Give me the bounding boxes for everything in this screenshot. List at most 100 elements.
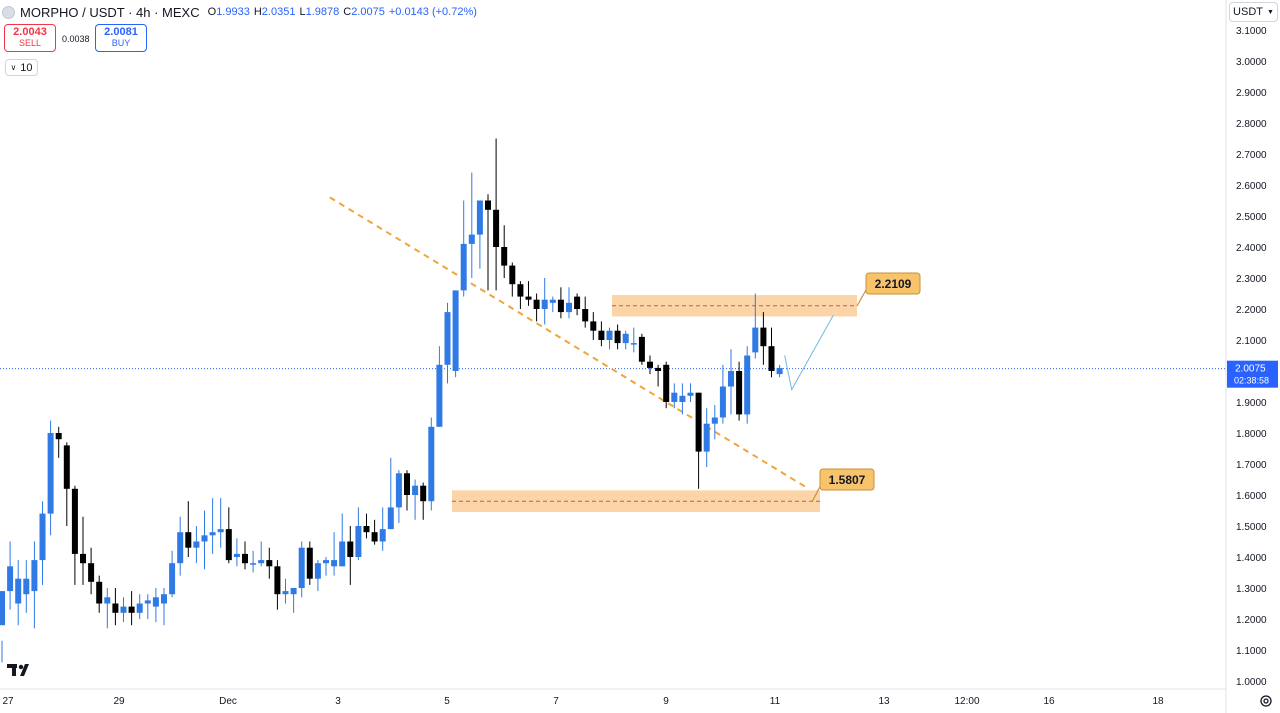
candle[interactable]	[242, 541, 248, 570]
candle[interactable]	[776, 364, 783, 378]
candle[interactable]	[363, 513, 370, 539]
candle[interactable]	[323, 557, 329, 576]
candle[interactable]	[501, 225, 508, 278]
candle[interactable]	[136, 594, 143, 619]
candle[interactable]	[428, 417, 435, 511]
sell-button[interactable]: 2.0043 SELL	[4, 24, 56, 52]
candle[interactable]	[71, 485, 78, 585]
candle[interactable]	[582, 296, 589, 328]
candle[interactable]	[177, 516, 184, 576]
candle[interactable]	[15, 560, 22, 626]
candle[interactable]	[55, 426, 62, 458]
candle[interactable]	[225, 507, 232, 564]
candle[interactable]	[752, 293, 759, 359]
candle[interactable]	[509, 262, 516, 297]
candle[interactable]	[476, 200, 483, 269]
candle[interactable]	[736, 361, 743, 421]
candle[interactable]	[420, 482, 427, 520]
candle[interactable]	[574, 293, 581, 316]
candle[interactable]	[638, 333, 645, 365]
candle[interactable]	[169, 550, 176, 598]
candle[interactable]	[96, 575, 103, 613]
candle[interactable]	[7, 541, 14, 610]
currency-selector[interactable]: USDT ▼	[1229, 2, 1278, 22]
candle[interactable]	[152, 588, 159, 623]
candle[interactable]	[557, 287, 564, 319]
candle[interactable]	[314, 560, 321, 592]
candle[interactable]	[331, 532, 338, 576]
candle[interactable]	[355, 507, 362, 561]
candle[interactable]	[298, 541, 305, 598]
candle[interactable]	[266, 547, 273, 579]
candle[interactable]	[250, 550, 257, 573]
candle[interactable]	[274, 560, 281, 610]
candle[interactable]	[768, 327, 775, 378]
candle[interactable]	[630, 327, 637, 353]
candle[interactable]	[663, 361, 670, 409]
trendline[interactable]	[329, 196, 810, 490]
candle[interactable]	[404, 470, 410, 511]
candle[interactable]	[493, 138, 500, 291]
candle[interactable]	[347, 526, 354, 585]
candle[interactable]	[566, 287, 572, 319]
candle[interactable]	[39, 501, 46, 585]
candle[interactable]	[217, 498, 224, 548]
candle[interactable]	[525, 281, 532, 306]
candle[interactable]	[120, 597, 127, 623]
candle[interactable]	[379, 507, 386, 551]
candle[interactable]	[306, 541, 313, 585]
symbol-title[interactable]: MORPHO / USDT · 4h · MEXC	[20, 4, 200, 20]
candle[interactable]	[655, 364, 662, 387]
candle[interactable]	[104, 588, 111, 629]
candle[interactable]	[112, 588, 119, 626]
candle[interactable]	[436, 346, 443, 427]
candle[interactable]	[695, 392, 702, 489]
candle[interactable]	[647, 355, 653, 375]
candle[interactable]	[233, 538, 240, 567]
candle[interactable]	[468, 172, 475, 278]
candle[interactable]	[533, 293, 540, 322]
candle[interactable]	[622, 330, 629, 350]
candle[interactable]	[517, 281, 524, 309]
candle[interactable]	[760, 312, 767, 365]
candle[interactable]	[128, 591, 135, 626]
candle[interactable]	[590, 312, 597, 340]
candle[interactable]	[282, 578, 289, 604]
support-label[interactable]: 1.5807	[819, 468, 875, 491]
candle[interactable]	[395, 470, 402, 523]
candle[interactable]	[185, 501, 192, 557]
candle[interactable]	[339, 513, 346, 567]
candle[interactable]	[614, 324, 621, 350]
candle[interactable]	[412, 479, 419, 520]
candle[interactable]	[63, 442, 70, 526]
gear-icon[interactable]	[1259, 694, 1273, 708]
candle[interactable]	[541, 278, 548, 325]
candle[interactable]	[31, 541, 38, 629]
candle[interactable]	[88, 547, 95, 595]
candle[interactable]	[144, 594, 151, 619]
candle[interactable]	[452, 290, 459, 378]
candle[interactable]	[209, 498, 216, 554]
candle[interactable]	[598, 321, 605, 347]
candle[interactable]	[80, 516, 86, 585]
candle[interactable]	[258, 541, 265, 567]
candle[interactable]	[744, 346, 751, 424]
candle[interactable]	[679, 383, 686, 415]
candle[interactable]	[387, 457, 394, 530]
candle[interactable]	[460, 200, 467, 297]
candle[interactable]	[687, 383, 694, 402]
candle[interactable]	[0, 591, 5, 663]
candle[interactable]	[444, 302, 451, 384]
candle[interactable]	[606, 327, 613, 350]
candle[interactable]	[23, 560, 30, 613]
candle[interactable]	[47, 420, 54, 536]
candle[interactable]	[193, 526, 200, 564]
candle[interactable]	[161, 588, 167, 626]
candle[interactable]	[549, 296, 556, 313]
candle[interactable]	[201, 510, 208, 570]
candle[interactable]	[290, 588, 297, 613]
candle[interactable]	[703, 408, 710, 468]
buy-button[interactable]: 2.0081 BUY	[95, 24, 147, 52]
